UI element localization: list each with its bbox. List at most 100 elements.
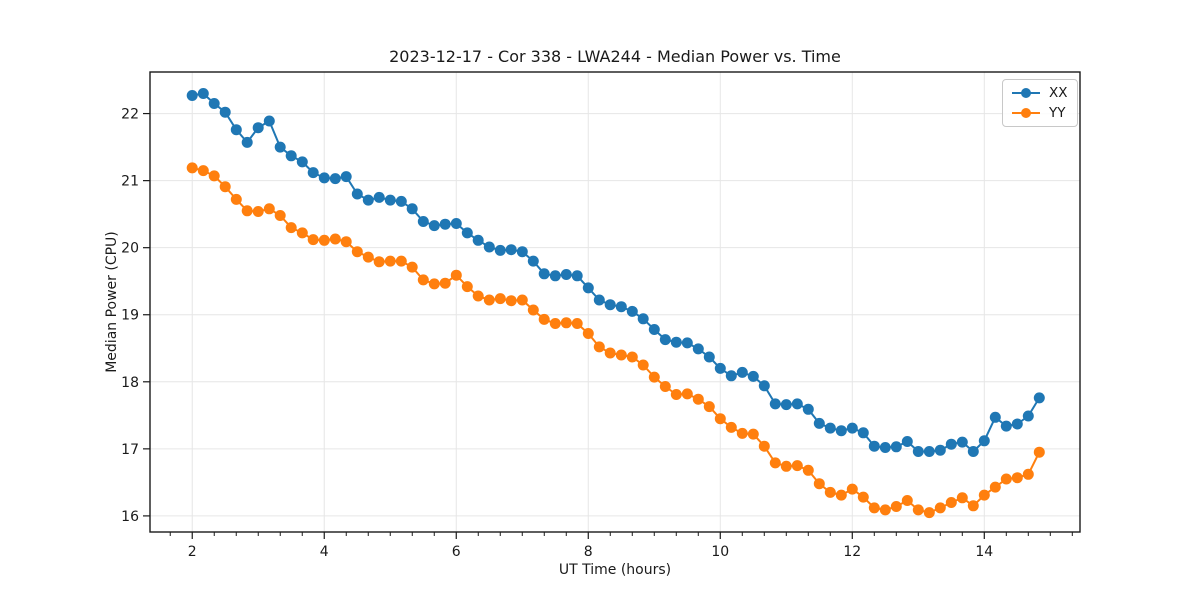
data-point-YY (197, 165, 209, 177)
x-tick-label-8: 8 (584, 544, 593, 560)
data-point-XX (461, 227, 473, 239)
data-point-YY (1022, 468, 1034, 480)
data-point-XX (571, 270, 583, 282)
data-point-YY (384, 255, 396, 267)
data-point-XX (923, 446, 935, 457)
data-point-XX (868, 440, 880, 452)
data-point-XX (450, 218, 462, 229)
data-point-YY (802, 464, 814, 476)
data-point-XX (593, 294, 605, 306)
x-tick-label-10: 10 (711, 544, 729, 560)
data-point-YY (692, 393, 704, 405)
data-point-YY (681, 388, 693, 400)
x-tick-label-6: 6 (452, 544, 461, 560)
data-point-XX (769, 398, 781, 410)
data-point-YY (1000, 473, 1012, 485)
data-point-XX (230, 124, 242, 136)
chart-title: 2023-12-17 - Cor 338 - LWA244 - Median P… (389, 47, 841, 66)
series-line-YY (191, 166, 1041, 514)
data-point-XX (252, 122, 264, 134)
data-point-XX (1011, 418, 1023, 430)
data-point-YY (824, 486, 836, 498)
y-tick-label-17: 17 (121, 442, 139, 458)
data-point-YY (604, 347, 616, 359)
data-point-XX (494, 244, 506, 256)
data-point-YY (241, 205, 253, 217)
data-point-YY (879, 504, 891, 516)
data-point-YY (252, 206, 264, 217)
data-point-XX (1022, 410, 1034, 422)
y-tick-label-20: 20 (121, 241, 139, 257)
data-point-XX (1000, 420, 1012, 432)
data-point-YY (439, 277, 451, 289)
data-point-YY (978, 489, 990, 501)
data-point-YY (615, 349, 627, 361)
data-point-XX (219, 106, 231, 118)
data-point-XX (296, 156, 308, 168)
data-point-XX (208, 98, 220, 109)
data-point-XX (395, 195, 407, 207)
data-point-XX (703, 351, 715, 363)
data-point-YY (912, 504, 924, 516)
data-point-YY (769, 457, 781, 469)
data-point-XX (505, 244, 517, 256)
data-point-YY (450, 269, 462, 281)
data-point-YY (362, 251, 374, 263)
data-point-XX (780, 399, 792, 411)
y-tick-label-19: 19 (121, 308, 139, 324)
data-point-YY (890, 501, 902, 512)
data-point-XX (659, 334, 671, 346)
data-point-XX (692, 343, 704, 355)
data-point-YY (813, 478, 825, 490)
data-point-YY (780, 460, 792, 472)
data-point-YY (659, 381, 671, 392)
data-point-XX (626, 305, 638, 317)
legend-label: YY (1049, 105, 1066, 121)
data-point-YY (967, 500, 979, 512)
legend: XX YY (1002, 79, 1078, 127)
data-point-XX (439, 218, 451, 230)
data-point-XX (241, 136, 253, 148)
x-tick-label-14: 14 (975, 544, 993, 560)
data-point-XX (318, 172, 330, 184)
data-point-YY (340, 236, 352, 248)
data-point-XX (978, 435, 990, 447)
legend-line-marker-icon (1012, 88, 1040, 98)
data-point-XX (406, 203, 418, 215)
data-point-YY (516, 294, 528, 306)
data-point-YY (582, 328, 594, 339)
data-point-YY (1033, 446, 1045, 458)
y-axis-label: Median Power (CPU) (104, 231, 120, 373)
data-point-YY (549, 318, 561, 329)
data-point-XX (329, 173, 341, 185)
data-point-XX (362, 194, 374, 206)
data-point-XX (274, 141, 286, 153)
data-point-YY (538, 313, 550, 325)
data-point-XX (945, 438, 957, 450)
data-point-XX (428, 220, 440, 232)
data-point-YY (725, 421, 737, 433)
x-axis-label: UT Time (hours) (558, 562, 672, 578)
data-point-XX (736, 366, 748, 378)
data-point-XX (901, 436, 913, 447)
data-point-YY (637, 359, 649, 371)
data-point-XX (912, 446, 924, 457)
series-line-XX (192, 92, 1041, 453)
data-point-XX (285, 150, 297, 162)
data-point-XX (351, 188, 363, 200)
data-point-XX (307, 167, 319, 179)
data-point-YY (208, 170, 220, 182)
data-point-YY (670, 389, 682, 400)
data-point-YY (758, 440, 770, 452)
data-point-YY (428, 278, 440, 290)
data-point-XX (956, 436, 968, 448)
data-point-XX (516, 246, 528, 258)
data-point-YY (560, 317, 572, 329)
data-point-XX (1033, 392, 1045, 404)
data-point-YY (274, 210, 286, 221)
data-point-YY (373, 256, 385, 268)
data-point-XX (648, 324, 660, 335)
data-point-XX (538, 268, 550, 280)
data-point-XX (747, 370, 759, 382)
data-point-YY (351, 246, 363, 258)
